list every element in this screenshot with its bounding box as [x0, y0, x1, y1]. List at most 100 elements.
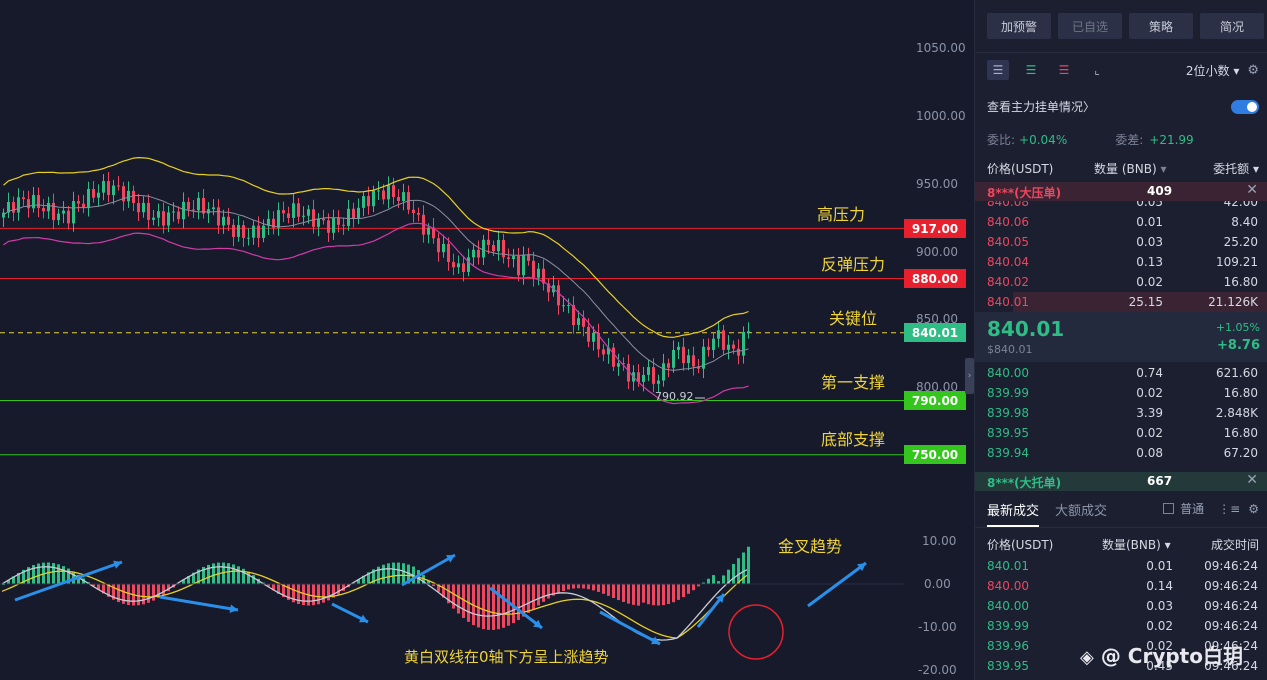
candle-body	[317, 218, 320, 227]
collapse-panel-handle[interactable]: ›	[965, 358, 974, 394]
big-bid-value: 667	[1147, 474, 1173, 488]
bid-qty: 0.08	[1136, 446, 1163, 460]
macd-histogram-bar	[552, 584, 555, 596]
candle-body	[577, 318, 580, 326]
price-axis-tick: 850.00	[916, 312, 958, 326]
chart-canvas[interactable]	[0, 0, 970, 680]
big-bid-bar[interactable]: 8***(大托单) 667 ✕	[975, 472, 1267, 491]
watchlist-button[interactable]: 已自选	[1058, 13, 1122, 39]
bid-row[interactable]: 839.98 3.39 2.848K	[975, 403, 1267, 423]
ask-row[interactable]: 840.06 0.01 8.40	[975, 212, 1267, 232]
golden-cross-circle	[728, 604, 784, 660]
candle-body	[612, 347, 615, 367]
big-ask-bar[interactable]: 8***(大压单) 409 ✕	[975, 182, 1267, 201]
macd-histogram-bar	[332, 584, 335, 598]
qty-column-header[interactable]: 数量 (BNB) ▾	[1094, 162, 1167, 176]
settings-icon[interactable]: ⚙	[1248, 501, 1259, 516]
price-axis-tick: 1050.00	[916, 41, 966, 55]
ask-depth-bar	[1013, 292, 1267, 312]
decimal-label: 2位小数	[1185, 63, 1230, 78]
strategy-button[interactable]: 策略	[1129, 13, 1193, 39]
macd-histogram-bar	[427, 580, 430, 584]
settings-icon[interactable]: ⚙	[1247, 62, 1259, 78]
last-price-block: 840.01 $840.01 +1.05% +8.76	[975, 312, 1267, 362]
ask-row[interactable]: 840.04 0.13 109.21	[975, 252, 1267, 272]
macd-axis-tick: 10.00	[922, 534, 957, 548]
macd-histogram-bar	[17, 572, 20, 584]
candle-body	[297, 203, 300, 217]
big-ask-value: 409	[1147, 184, 1173, 198]
tab-latest-trades[interactable]: 最新成交	[987, 500, 1040, 527]
total-column-header[interactable]: 委托额 ▾	[1213, 162, 1259, 176]
candle-body	[277, 210, 280, 228]
candle-body	[722, 330, 725, 350]
watermark: ◈ @ Crypto白玥	[1080, 640, 1243, 669]
macd-histogram-bar	[612, 584, 615, 598]
trade-qty-header[interactable]: 数量(BNB) ▾	[1102, 538, 1171, 552]
divider	[975, 52, 1267, 53]
close-icon[interactable]: ✕	[1246, 182, 1258, 198]
macd-histogram-bar	[617, 584, 620, 601]
macd-histogram-bar	[512, 584, 515, 624]
normal-filter[interactable]: 普通 ⋮≡ ⚙	[1163, 500, 1259, 517]
candle-body	[677, 346, 680, 350]
candle-body	[322, 218, 325, 221]
candle-body	[332, 218, 335, 233]
overview-button[interactable]: 简况	[1200, 13, 1264, 39]
candle-body	[487, 239, 490, 246]
candle-body	[187, 201, 190, 210]
macd-histogram-bar	[187, 576, 190, 584]
bid-row[interactable]: 839.99 0.02 16.80	[975, 383, 1267, 403]
candle-body	[37, 194, 40, 209]
bid-row[interactable]: 839.95 0.02 16.80	[975, 423, 1267, 443]
ask-price: 840.02	[987, 275, 1029, 289]
decimal-precision-select[interactable]: 2位小数 ▾	[1185, 63, 1240, 78]
candle-body	[537, 268, 540, 278]
macd-histogram-bar	[452, 584, 455, 609]
close-icon[interactable]: ✕	[1246, 472, 1258, 488]
depth-view-icon[interactable]: ⌞	[1094, 63, 1100, 77]
bid-row[interactable]: 840.00 0.74 621.60	[975, 363, 1267, 383]
tab-large-trades[interactable]: 大额成交	[1055, 504, 1108, 519]
ask-row[interactable]: 840.01 25.15 21.126K	[975, 292, 1267, 312]
macd-axis-tick: 0.00	[924, 577, 951, 591]
ask-row[interactable]: 840.05 0.03 25.20	[975, 232, 1267, 252]
diff-value: +21.99	[1149, 132, 1194, 147]
add-alert-button[interactable]: 加预警	[987, 13, 1051, 39]
candle-body	[212, 207, 215, 210]
normal-checkbox[interactable]	[1163, 503, 1175, 514]
candle-body	[647, 367, 650, 375]
filter-icon[interactable]: ⋮≡	[1218, 501, 1241, 516]
candle-body	[462, 263, 465, 272]
bid-row[interactable]: 839.94 0.08 67.20	[975, 443, 1267, 463]
candle-body	[477, 249, 480, 258]
ask-row[interactable]: 840.02 0.02 16.80	[975, 272, 1267, 292]
both-sides-view-icon[interactable]: ☰	[987, 60, 1009, 80]
candlestick-chart[interactable]: 1050.00 1000.00 950.00 900.00 850.00 800…	[0, 0, 970, 680]
candle-body	[222, 216, 225, 226]
macd-histogram-bar	[632, 584, 635, 605]
candle-body	[707, 346, 710, 351]
trade-qty: 0.14	[1146, 579, 1173, 593]
macd-histogram-bar	[277, 584, 280, 594]
macd-histogram-bar	[167, 584, 170, 592]
trade-row: 839.96 0.02 09:46:24	[975, 636, 1267, 656]
macd-histogram-bar	[457, 584, 460, 614]
ask-price: 840.04	[987, 255, 1029, 269]
ask-total: 25.20	[1223, 235, 1258, 249]
bids-view-icon[interactable]: ☰	[1025, 63, 1037, 77]
macd-histogram-bar	[577, 584, 580, 589]
main-orders-toggle[interactable]	[1231, 99, 1259, 114]
key-level-annotation: 关键位	[829, 309, 878, 328]
asks-view-icon[interactable]: ☰	[1058, 63, 1070, 77]
candle-body	[562, 305, 565, 307]
ask-qty: 0.01	[1136, 215, 1163, 229]
candle-body	[207, 209, 210, 214]
level-price-tag: 917.00	[904, 219, 966, 238]
macd-histogram-bar	[572, 584, 575, 589]
candle-body	[172, 211, 175, 213]
macd-histogram-bar	[67, 568, 70, 584]
candle-body	[307, 209, 310, 216]
macd-histogram-bar	[57, 564, 60, 584]
candle-body	[102, 181, 105, 193]
